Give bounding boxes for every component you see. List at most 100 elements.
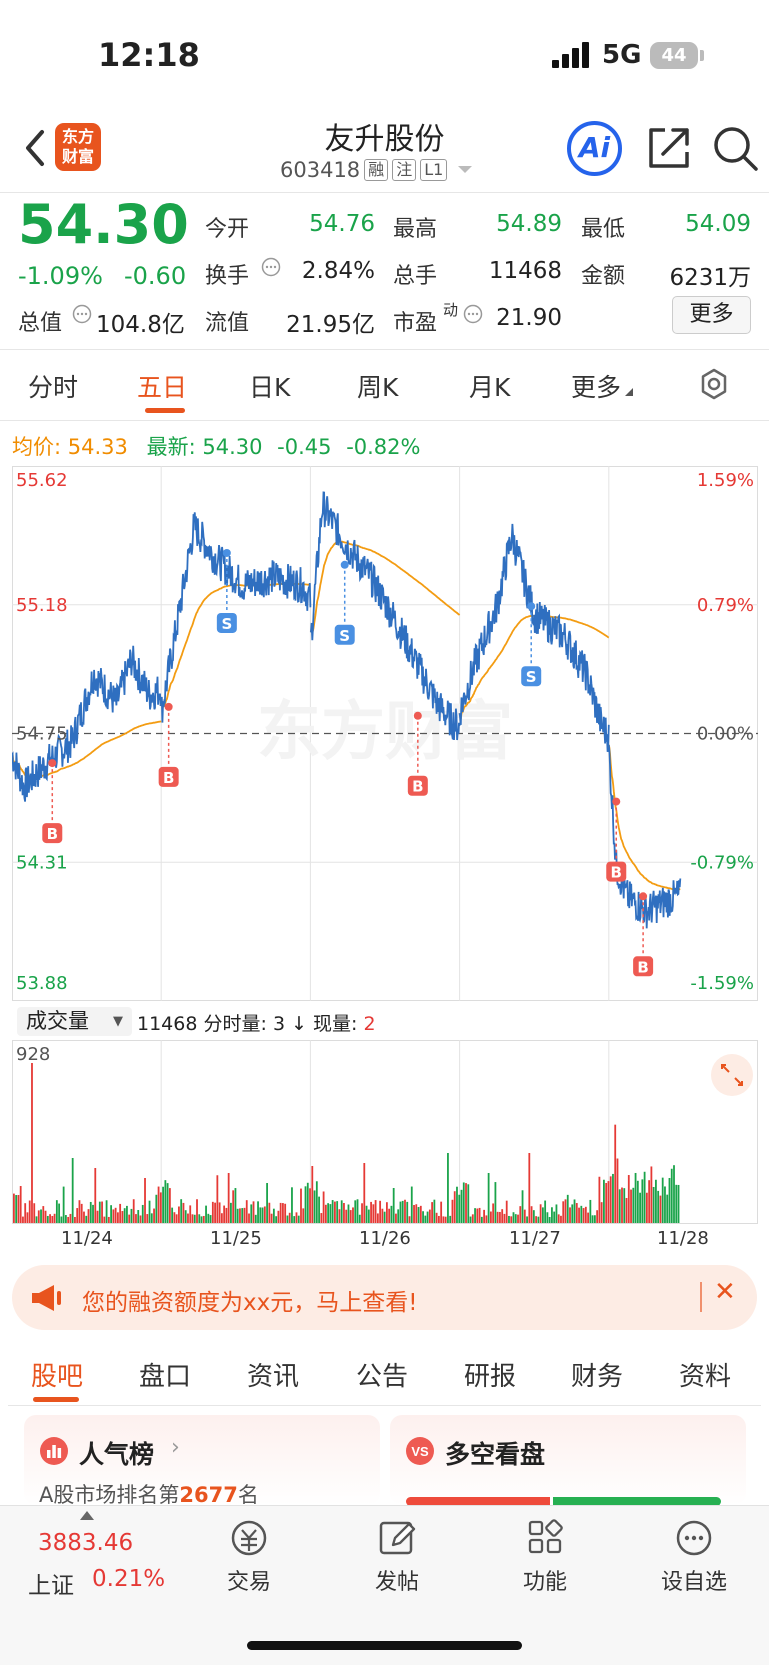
tab-forum[interactable]: 股吧 xyxy=(31,1362,84,1392)
x-tick-label: 11/25 xyxy=(210,1228,262,1249)
volume-bar xyxy=(560,1215,562,1223)
volume-bar xyxy=(232,1190,235,1223)
volume-bar xyxy=(365,1205,368,1223)
index-change[interactable]: 0.21% xyxy=(92,1566,166,1592)
tab-more[interactable]: 更多 xyxy=(571,368,634,404)
volume-bar xyxy=(153,1208,155,1223)
back-chevron-icon[interactable] xyxy=(18,126,54,170)
info-dots-icon[interactable] xyxy=(72,304,92,324)
more-quote-button[interactable]: 更多 xyxy=(672,296,751,334)
volume-bar xyxy=(546,1212,549,1223)
volume-bar xyxy=(31,1063,33,1223)
current-price: 54.30 xyxy=(18,193,189,256)
volume-bar xyxy=(596,1210,599,1223)
info-dots-icon[interactable] xyxy=(261,257,281,277)
total-cap-label: 总值 xyxy=(18,311,63,336)
volume-indicator-selector[interactable]: 成交量 ▼ xyxy=(17,1007,132,1036)
tab-news[interactable]: 资讯 xyxy=(247,1362,300,1392)
volume-bar xyxy=(381,1208,384,1223)
tab-profile[interactable]: 资料 xyxy=(679,1362,732,1392)
popularity-card[interactable]: 人气榜 › A股市场排名第2677名 xyxy=(24,1415,380,1507)
volume-bar xyxy=(508,1215,510,1223)
volume-bar xyxy=(503,1213,506,1223)
volume-bar xyxy=(22,1216,24,1223)
volume-bar xyxy=(42,1206,45,1223)
more-dots-icon xyxy=(676,1520,712,1556)
volume-bar xyxy=(214,1202,216,1223)
volume-bar xyxy=(46,1215,49,1223)
search-icon[interactable] xyxy=(711,124,761,174)
volume-bar xyxy=(386,1202,388,1223)
tab-announcements[interactable]: 公告 xyxy=(356,1362,409,1392)
volume-bar xyxy=(650,1166,653,1223)
five-day-price-chart[interactable]: 东方财富 B B S S B S B B 55.62 1.59% 55.18 0.79% 54.75 0.0… xyxy=(12,466,758,1001)
volume-bar xyxy=(182,1202,185,1223)
tab-five-day[interactable]: 五日 xyxy=(137,373,188,402)
bar-chart-icon xyxy=(40,1437,68,1465)
volume-bar xyxy=(295,1212,298,1223)
volume-bar xyxy=(374,1200,377,1223)
volume-bar xyxy=(397,1209,400,1223)
volume-bar xyxy=(148,1200,151,1223)
edit-icon xyxy=(379,1521,416,1555)
tab-financials[interactable]: 财务 xyxy=(571,1362,624,1392)
caret-down-icon xyxy=(458,166,473,173)
pe-value: 21.90 xyxy=(496,305,562,331)
low-value: 54.09 xyxy=(685,211,751,237)
share-icon[interactable] xyxy=(645,124,693,172)
tab-orderbook[interactable]: 盘口 xyxy=(139,1362,192,1392)
volume-bar xyxy=(209,1215,212,1223)
marker-label: B xyxy=(611,864,622,882)
battery-icon: 44 xyxy=(650,42,704,69)
index-name[interactable]: 上证 xyxy=(28,1573,74,1599)
volume-bar xyxy=(616,1158,619,1223)
nav-functions[interactable]: 功能 xyxy=(500,1518,590,1596)
status-bar: 12:18 5G 44 xyxy=(0,0,769,105)
volume-bar xyxy=(62,1186,65,1223)
volume-bar xyxy=(343,1203,345,1223)
volume-bar xyxy=(15,1195,18,1223)
x-tick-label: 11/24 xyxy=(61,1228,113,1249)
home-indicator xyxy=(247,1641,522,1650)
tab-research[interactable]: 研报 xyxy=(464,1362,517,1392)
gear-icon[interactable] xyxy=(697,367,731,401)
volume-bar xyxy=(609,1176,612,1223)
volume-bar xyxy=(85,1215,88,1223)
tab-active-indicator xyxy=(145,408,185,413)
volume-bar xyxy=(105,1200,108,1223)
tab-monthly-k[interactable]: 月K xyxy=(469,373,511,402)
volume-bar xyxy=(657,1190,660,1223)
volume-bar xyxy=(101,1201,103,1223)
price-line xyxy=(12,645,163,802)
marker-dot xyxy=(340,560,349,569)
margin-promo-banner[interactable]: 您的融资额度为xx元，马上查看! ✕ xyxy=(12,1265,757,1330)
sentiment-card[interactable]: VS 多空看盘 xyxy=(390,1415,746,1506)
volume-bar xyxy=(514,1214,517,1223)
volume-bar xyxy=(218,1202,221,1223)
volume-bar xyxy=(180,1199,183,1223)
nav-post[interactable]: 发帖 xyxy=(352,1518,442,1596)
index-value[interactable]: 3883.46 xyxy=(38,1530,134,1556)
volume-bar xyxy=(320,1213,323,1223)
volume-bar xyxy=(528,1153,531,1223)
tab-daily-k[interactable]: 日K xyxy=(249,373,291,402)
divider xyxy=(0,192,769,193)
nav-add-watchlist[interactable]: 设自选 xyxy=(649,1518,739,1596)
close-icon[interactable]: ✕ xyxy=(714,1277,736,1307)
info-dots-icon[interactable] xyxy=(463,304,483,324)
volume-bar xyxy=(483,1209,486,1223)
volume-bar xyxy=(614,1124,617,1223)
volume-bar xyxy=(419,1205,422,1223)
ai-assistant-button[interactable]: Ai xyxy=(567,121,622,176)
volume-bar xyxy=(309,1188,311,1223)
price-line xyxy=(309,491,461,741)
eastmoney-logo[interactable]: 东方 财富 xyxy=(55,123,101,171)
tab-weekly-k[interactable]: 周K xyxy=(357,373,399,402)
tag-margin: 融 xyxy=(364,159,389,181)
tab-intraday[interactable]: 分时 xyxy=(28,373,79,402)
volume-bar xyxy=(645,1192,648,1223)
volume-chart[interactable]: 928 xyxy=(12,1040,758,1224)
nav-trade[interactable]: 交易 xyxy=(204,1518,294,1596)
avg-price-line xyxy=(160,582,311,709)
volume-bar xyxy=(471,1214,474,1223)
